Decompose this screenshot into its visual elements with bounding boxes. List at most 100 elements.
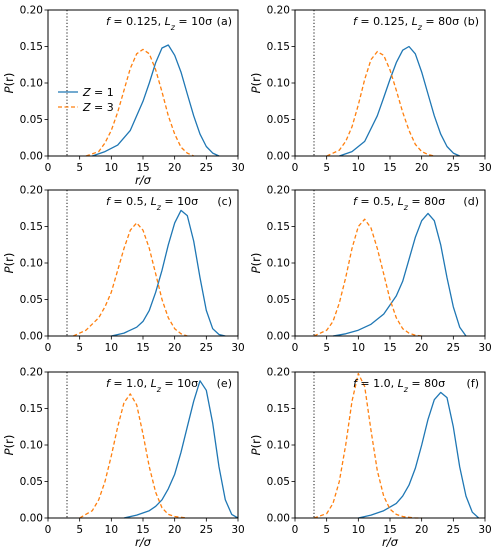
panel-b: 0 5 10 15 20 25 30 0.00 0.05 0.10 0.15 0.20 P(r) f = …: [249, 5, 492, 175]
series-z3-line: [326, 50, 435, 157]
x-tick-label: 25: [447, 524, 460, 536]
series-z1-line: [332, 212, 467, 337]
x-tick-label: 30: [478, 162, 491, 174]
panel-letter: (e): [217, 377, 232, 390]
panel-annotation: f = 0.125, Lz = 80σ: [353, 15, 459, 32]
y-tick-label: 0.05: [267, 114, 290, 126]
y-tick-label: 0.15: [20, 41, 43, 53]
x-tick-label: 25: [447, 162, 460, 174]
x-tick-label: 20: [415, 342, 428, 354]
x-tick-label: 15: [383, 342, 396, 354]
series-z3-line: [73, 222, 188, 337]
legend-label-z3: Z = 3: [82, 101, 114, 114]
x-tick-label: 0: [292, 162, 299, 174]
y-tick-label: 0.10: [267, 78, 290, 90]
y-tick-label: 0.20: [20, 185, 43, 197]
x-tick-label: 15: [383, 524, 396, 536]
panel-d: 0 5 10 15 20 25 30 0.00 0.05 0.10 0.15 0.20 P(r) f = …: [249, 185, 492, 355]
panel-annotation: f = 0.5, Lz = 10σ: [106, 195, 198, 212]
x-tick-label: 0: [292, 524, 299, 536]
panel-annotation: f = 1.0, Lz = 80σ: [353, 377, 445, 394]
series-z1-line: [123, 380, 239, 519]
y-tick-label: 0.05: [267, 294, 290, 306]
x-tick-label: 10: [105, 524, 118, 536]
y-axis-label: P(r): [249, 435, 263, 456]
axes-frame: [294, 9, 486, 157]
x-tick-label: 5: [76, 162, 83, 174]
panel-f: 0 5 10 15 20 25 30 0.00 0.05 0.10 0.15 0.20 P(r) r/σ f…: [249, 367, 492, 550]
legend-label-z1: Z = 1: [82, 86, 114, 99]
y-tick-label: 0.20: [267, 5, 290, 17]
x-tick-label: 15: [136, 162, 149, 174]
y-tick-label: 0.15: [20, 403, 43, 415]
x-tick-label: 30: [231, 162, 244, 174]
x-tick-label: 0: [45, 342, 52, 354]
x-tick-label: 30: [478, 342, 491, 354]
y-tick-label: 0.10: [20, 258, 43, 270]
y-tick-label: 0.05: [267, 476, 290, 488]
x-tick-label: 25: [447, 342, 460, 354]
x-tick-label: 5: [323, 342, 330, 354]
x-tick-label: 15: [136, 342, 149, 354]
series-z1-line: [339, 45, 460, 157]
panel-c: 0 5 10 15 20 25 30 0.00 0.05 0.10 0.15 0.20 P(r) f = …: [2, 185, 245, 355]
y-tick-label: 0.05: [20, 294, 43, 306]
series-z3-line: [313, 218, 422, 337]
panel-annotation: f = 1.0, Lz = 10σ: [106, 377, 198, 394]
x-tick-label: 10: [105, 342, 118, 354]
panel-letter: (d): [463, 195, 479, 208]
y-tick-label: 0.15: [267, 403, 290, 415]
panel-letter: (a): [217, 15, 232, 28]
x-tick-label: 30: [478, 524, 491, 536]
x-tick-label: 10: [352, 162, 365, 174]
panel-letter: (f): [467, 377, 479, 390]
x-tick-label: 10: [352, 524, 365, 536]
x-tick-label: 0: [45, 162, 52, 174]
legend: Z = 1 Z = 3: [58, 86, 114, 114]
x-tick-label: 0: [45, 524, 52, 536]
y-axis-label: P(r): [249, 73, 263, 94]
panel-a: 0 5 10 15 20 25 30 0.00 0.05 0.10 0.15 0.20 P(r) r/σ f…: [2, 5, 245, 188]
y-tick-label: 0.00: [267, 513, 290, 525]
panel-e: 0 5 10 15 20 25 30 0.00 0.05 0.10 0.15 0.20 P(r) r/σ f…: [2, 367, 245, 550]
y-tick-label: 0.20: [267, 185, 290, 197]
x-axis-label: r/σ: [135, 173, 152, 187]
y-tick-label: 0.00: [267, 331, 290, 343]
panel-letter: (c): [217, 195, 232, 208]
y-tick-label: 0.05: [20, 476, 43, 488]
y-tick-label: 0.20: [267, 367, 290, 379]
panel-letter: (b): [463, 15, 479, 28]
x-tick-label: 25: [200, 524, 213, 536]
x-tick-label: 5: [76, 524, 83, 536]
y-axis-label: P(r): [2, 73, 16, 94]
y-tick-label: 0.00: [20, 151, 43, 163]
x-tick-label: 20: [415, 524, 428, 536]
y-tick-label: 0.00: [267, 151, 290, 163]
y-tick-label: 0.20: [20, 367, 43, 379]
x-tick-label: 5: [323, 524, 330, 536]
x-tick-label: 30: [231, 342, 244, 354]
series-z1-line: [92, 44, 220, 157]
x-tick-label: 20: [168, 162, 181, 174]
x-tick-label: 20: [168, 342, 181, 354]
panel-annotation: f = 0.5, Lz = 80σ: [353, 195, 445, 212]
x-tick-label: 30: [231, 524, 244, 536]
x-tick-label: 0: [292, 342, 299, 354]
y-axis-label: P(r): [2, 435, 16, 456]
y-tick-label: 0.10: [267, 440, 290, 452]
axes-frame: [294, 189, 486, 337]
axes-frame: [47, 371, 239, 519]
panel-annotation: f = 0.125, Lz = 10σ: [106, 15, 212, 32]
x-tick-label: 5: [76, 342, 83, 354]
y-tick-label: 0.15: [20, 221, 43, 233]
series-z3-line: [85, 48, 194, 157]
x-tick-label: 10: [105, 162, 118, 174]
y-axis-label: P(r): [249, 253, 263, 274]
x-axis-label: r/σ: [135, 535, 152, 549]
series-z3-line: [313, 372, 422, 519]
y-tick-label: 0.10: [267, 258, 290, 270]
y-tick-label: 0.20: [20, 5, 43, 17]
y-tick-label: 0.10: [20, 78, 43, 90]
y-tick-label: 0.05: [20, 114, 43, 126]
